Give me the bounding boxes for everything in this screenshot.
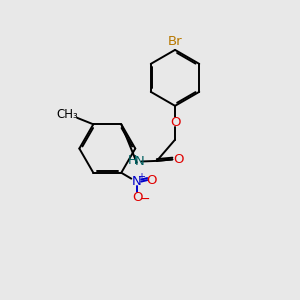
Text: H: H	[128, 154, 137, 167]
Text: CH₃: CH₃	[57, 108, 79, 122]
Text: −: −	[140, 193, 151, 206]
Text: O: O	[133, 191, 143, 204]
Text: O: O	[147, 174, 157, 187]
Text: Br: Br	[168, 35, 182, 48]
Text: +: +	[137, 172, 145, 182]
Text: O: O	[174, 153, 184, 166]
Text: O: O	[170, 116, 180, 128]
Text: N: N	[135, 155, 145, 168]
Text: N: N	[132, 175, 142, 188]
